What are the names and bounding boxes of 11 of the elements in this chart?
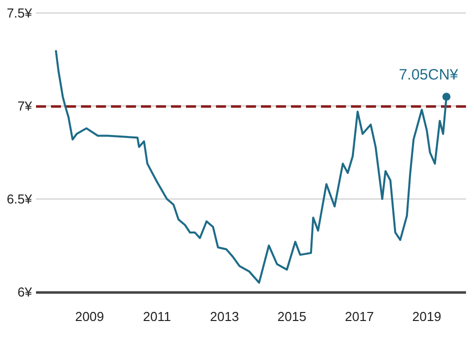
x-tick-label: 2011 (142, 309, 171, 324)
y-tick-label: 7.5¥ (6, 6, 33, 20)
x-tick-label: 2019 (412, 309, 442, 324)
x-tick-label: 2009 (75, 309, 104, 324)
y-tick-label: 6.5¥ (6, 192, 33, 206)
x-tick-label: 2017 (344, 309, 374, 324)
y-tick-label: 7¥ (18, 98, 33, 114)
y-tick-label: 6¥ (18, 284, 33, 300)
x-tick-label: 2015 (277, 309, 306, 324)
x-tick-label: 2013 (210, 309, 239, 324)
annotation: 7.05CN¥ (398, 66, 459, 84)
